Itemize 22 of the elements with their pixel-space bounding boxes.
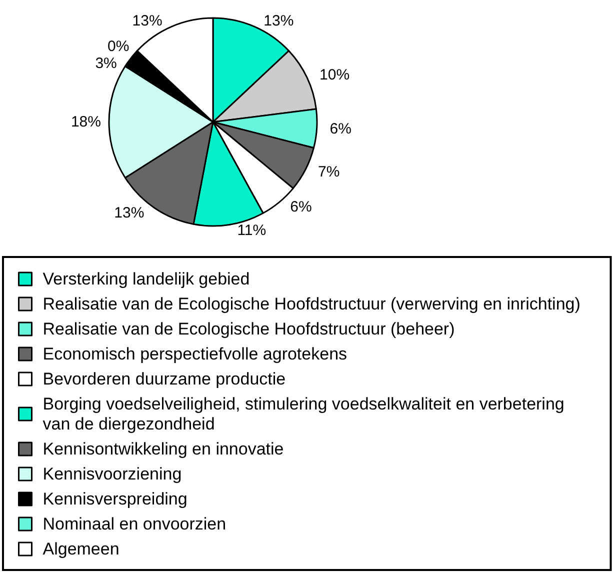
data-label: 13% bbox=[132, 12, 162, 30]
data-label: 11% bbox=[237, 222, 266, 240]
legend-label: Nominaal en onvoorzien bbox=[42, 514, 226, 534]
legend-label: Kennisvoorziening bbox=[42, 464, 182, 484]
data-label: 7% bbox=[318, 163, 340, 180]
legend-label: Versterking landelijk gebied bbox=[42, 270, 250, 288]
data-label: 3% bbox=[95, 55, 117, 72]
legend-label: Kennisverspreiding bbox=[42, 490, 188, 508]
legend-label: Kennisontwikkeling en innovatie bbox=[42, 440, 284, 458]
data-label: 6% bbox=[290, 198, 312, 216]
legend-label: Borging voedselveiligheid, stimulering voedselkwaliteit en verbetering van de diergezondheid bbox=[42, 394, 570, 434]
legend-label: Realisatie van de Ecologische Hoofdstructuur (beheer) bbox=[42, 320, 455, 338]
legend-label: Algemeen bbox=[42, 540, 120, 558]
legend-label: Realisatie van de Ecologische Hoofdstructuur (verwerving en inrichting) bbox=[42, 294, 580, 314]
data-label: 13% bbox=[264, 12, 294, 30]
legend-label: Economisch perspectiefvolle agrotekens bbox=[42, 344, 348, 364]
text: 0% bbox=[108, 38, 130, 56]
data-label: 13% bbox=[114, 204, 144, 222]
data-label: 18% bbox=[70, 114, 101, 130]
data-label: 10% bbox=[320, 66, 350, 84]
data-label: 6% bbox=[330, 120, 352, 138]
legend-label: Bevorderen duurzame productie bbox=[42, 370, 286, 388]
